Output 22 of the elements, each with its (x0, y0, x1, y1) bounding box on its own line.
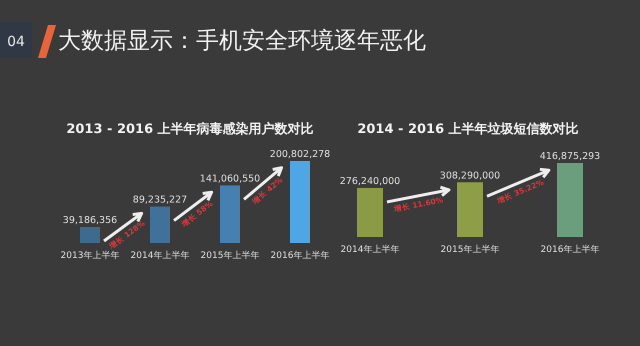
data-label: 308,290,000 (440, 170, 500, 182)
data-label: 276,240,000 (340, 176, 400, 187)
bar (150, 206, 170, 243)
text: 大数据显示：手机安全环境逐年恶化 (58, 28, 426, 54)
x-tick-label: 2016年上半年 (270, 250, 330, 261)
x-tick-label: 2013年上半年 (60, 250, 120, 261)
data-label: 89,235,227 (132, 194, 188, 206)
bar (290, 161, 310, 243)
x-tick-label: 2015年上半年 (200, 250, 260, 261)
bar (220, 185, 240, 243)
x-tick-label: 2016年上半年 (540, 244, 600, 255)
data-label: 200,802,278 (270, 149, 330, 160)
bar (80, 227, 100, 243)
text: 04 (7, 34, 25, 50)
x-tick-label: 2015年上半年 (440, 244, 500, 255)
data-label: 141,060,550 (200, 173, 260, 184)
data-label: 39,186,356 (62, 215, 118, 226)
chart-title: 2013 - 2016 上半年病毒感染用户数对比 (66, 121, 314, 137)
data-label: 416,875,293 (540, 151, 600, 162)
x-tick-label: 2014年上半年 (340, 244, 400, 255)
x-tick-label: 2014年上半年 (130, 250, 190, 261)
chart-title: 2014 - 2016 上半年垃圾短信数对比 (357, 121, 579, 137)
